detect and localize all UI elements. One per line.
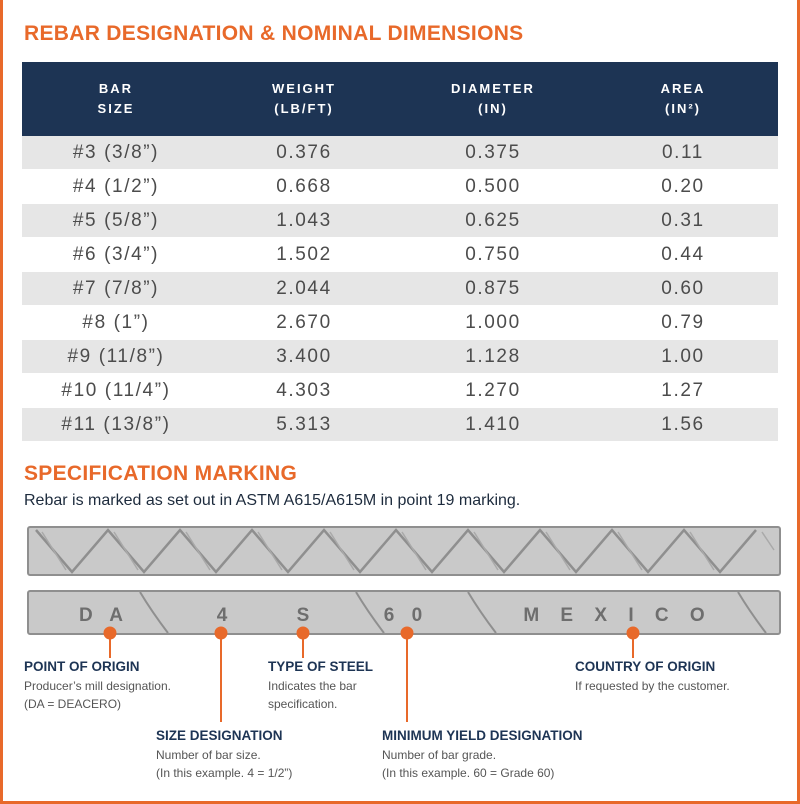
callout-title: TYPE OF STEEL bbox=[268, 659, 374, 674]
cell-weight: 1.502 bbox=[210, 237, 398, 272]
table-title: REBAR DESIGNATION & NOMINAL DIMENSIONS bbox=[24, 22, 524, 45]
cell-diameter: 0.625 bbox=[398, 203, 588, 238]
cell-weight: 5.313 bbox=[210, 407, 398, 442]
cell-bar-size: #6 (3/4”) bbox=[22, 237, 210, 272]
callout-point-of-origin: POINT OF ORIGIN Producer’s mill designat… bbox=[24, 658, 171, 713]
cell-area: 0.79 bbox=[588, 305, 778, 340]
cell-area: 0.11 bbox=[588, 136, 778, 170]
callout-connectors bbox=[103, 626, 640, 722]
cell-area: 1.00 bbox=[588, 339, 778, 374]
cell-diameter: 1.000 bbox=[398, 305, 588, 340]
cell-weight: 4.303 bbox=[210, 373, 398, 408]
cell-area: 0.20 bbox=[588, 169, 778, 204]
header-weight: WEIGHT (LB/FT) bbox=[210, 62, 398, 136]
cell-weight: 0.376 bbox=[210, 136, 398, 170]
cell-diameter: 0.375 bbox=[398, 136, 588, 170]
callout-title: COUNTRY OF ORIGIN bbox=[575, 659, 716, 674]
cell-bar-size: #11 (13/8”) bbox=[22, 407, 210, 442]
cell-diameter: 1.128 bbox=[398, 339, 588, 374]
callout-text: (In this example. 4 = 1/2”) bbox=[156, 766, 293, 780]
rebar-top-view-icon bbox=[27, 526, 781, 576]
callout-size-designation: SIZE DESIGNATION Number of bar size. (In… bbox=[156, 727, 292, 782]
table-row: #7 (7/8”) 2.044 0.875 0.60 bbox=[22, 271, 778, 306]
cell-diameter: 1.410 bbox=[398, 407, 588, 442]
callout-title: SIZE DESIGNATION bbox=[156, 728, 283, 743]
table-row: #5 (5/8”) 1.043 0.625 0.31 bbox=[22, 203, 778, 238]
callout-title: MINIMUM YIELD DESIGNATION bbox=[382, 728, 583, 743]
marking-intro: Rebar is marked as set out in ASTM A615/… bbox=[24, 492, 521, 509]
callout-text: Number of bar grade. bbox=[382, 748, 497, 762]
cell-weight: 0.668 bbox=[210, 169, 398, 204]
cell-area: 0.60 bbox=[588, 271, 778, 306]
callout-text: Indicates the bar bbox=[268, 679, 357, 693]
callout-minimum-yield: MINIMUM YIELD DESIGNATION Number of bar … bbox=[382, 727, 583, 782]
callout-text: If requested by the customer. bbox=[575, 679, 730, 693]
table-row: #11 (13/8”) 5.313 1.410 1.56 bbox=[22, 407, 778, 442]
rebar-marked-side-icon: D A 4 S 6 0 M E X I C O bbox=[27, 590, 781, 635]
cell-diameter: 0.500 bbox=[398, 169, 588, 204]
cell-diameter: 0.750 bbox=[398, 237, 588, 272]
callout-text: Number of bar size. bbox=[156, 748, 261, 762]
marking-da: D A bbox=[79, 605, 129, 626]
callout-country-of-origin: COUNTRY OF ORIGIN If requested by the cu… bbox=[575, 658, 730, 695]
cell-diameter: 0.875 bbox=[398, 271, 588, 306]
header-diameter: DIAMETER (IN) bbox=[398, 62, 588, 136]
cell-bar-size: #7 (7/8”) bbox=[22, 271, 210, 306]
table-row: #6 (3/4”) 1.502 0.750 0.44 bbox=[22, 237, 778, 272]
cell-weight: 1.043 bbox=[210, 203, 398, 238]
table-row: #8 (1”) 2.670 1.000 0.79 bbox=[22, 305, 778, 340]
callout-text: (In this example. 60 = Grade 60) bbox=[382, 766, 555, 780]
callout-text: specification. bbox=[268, 697, 338, 711]
cell-bar-size: #3 (3/8”) bbox=[22, 136, 210, 170]
marking-grade: 6 0 bbox=[384, 605, 428, 626]
cell-weight: 3.400 bbox=[210, 339, 398, 374]
cell-bar-size: #4 (1/2”) bbox=[22, 169, 210, 204]
cell-bar-size: #10 (11/4”) bbox=[22, 373, 210, 408]
rebar-table: BAR SIZE WEIGHT (LB/FT) DIAMETER (IN) AREA(… bbox=[22, 62, 778, 442]
cell-area: 0.31 bbox=[588, 203, 778, 238]
callout-text: (DA = DEACERO) bbox=[24, 697, 122, 711]
header-area: AREA (IN²) bbox=[588, 62, 778, 136]
callout-title: POINT OF ORIGIN bbox=[24, 659, 140, 674]
table-header-row: BAR SIZE WEIGHT (LB/FT) DIAMETER (IN) AREA(… bbox=[22, 62, 778, 136]
marking-steel: S bbox=[297, 605, 310, 626]
cell-bar-size: #9 (11/8”) bbox=[22, 339, 210, 374]
marking-size: 4 bbox=[217, 605, 228, 626]
cell-area: 1.56 bbox=[588, 407, 778, 442]
table-row: #10 (11/4”) 4.303 1.270 1.27 bbox=[22, 373, 778, 408]
cell-weight: 2.670 bbox=[210, 305, 398, 340]
marking-title: SPECIFICATION MARKING bbox=[24, 462, 298, 485]
cell-bar-size: #8 (1”) bbox=[22, 305, 210, 340]
cell-weight: 2.044 bbox=[210, 271, 398, 306]
table-row: #3 (3/8”) 0.376 0.375 0.11 bbox=[22, 136, 778, 170]
callout-type-of-steel: TYPE OF STEEL Indicates the bar specific… bbox=[268, 658, 373, 713]
cell-bar-size: #5 (5/8”) bbox=[22, 203, 210, 238]
marking-country: M E X I C O bbox=[523, 605, 712, 626]
cell-area: 0.44 bbox=[588, 237, 778, 272]
callout-text: Producer’s mill designation. bbox=[24, 679, 171, 693]
cell-area: 1.27 bbox=[588, 373, 778, 408]
cell-diameter: 1.270 bbox=[398, 373, 588, 408]
header-bar-size: BAR SIZE bbox=[22, 62, 210, 136]
table-row: #4 (1/2”) 0.668 0.500 0.20 bbox=[22, 169, 778, 204]
table-row: #9 (11/8”) 3.400 1.128 1.00 bbox=[22, 339, 778, 374]
rebar-marking-diagram: D A 4 S 6 0 M E X I C O bbox=[27, 526, 781, 722]
